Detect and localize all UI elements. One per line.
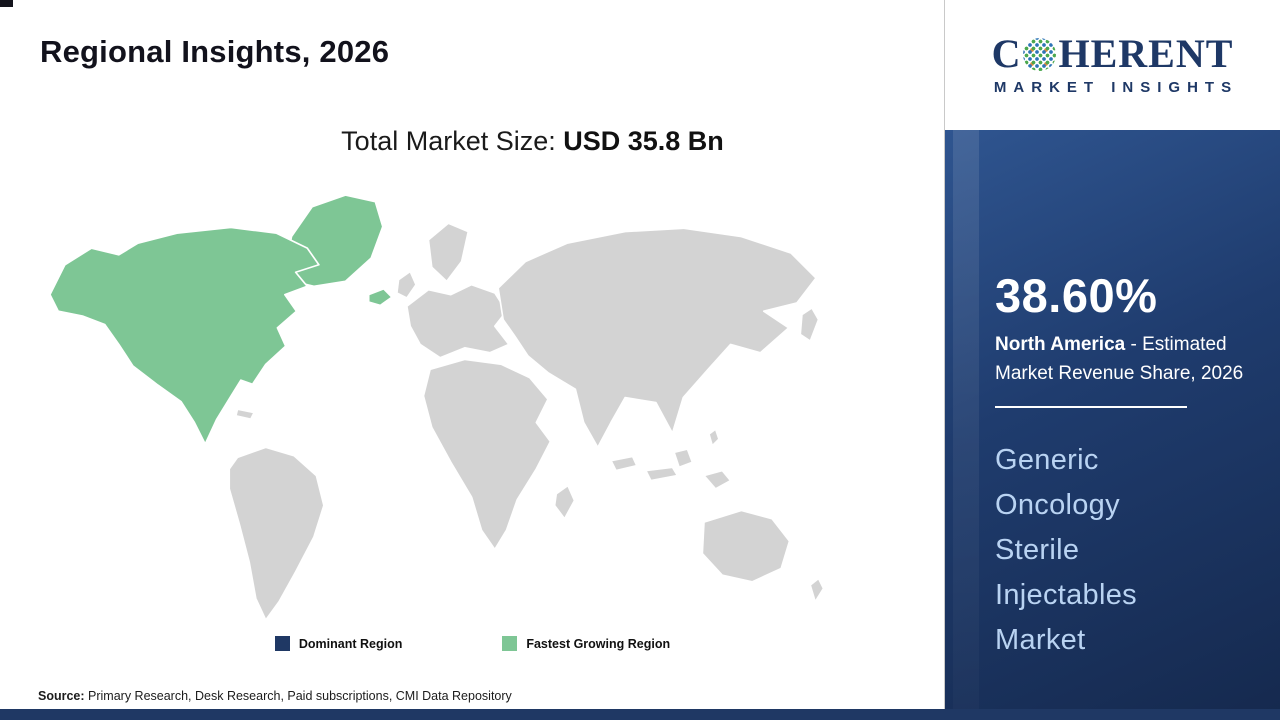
market-name: Generic Oncology Sterile Injectables Mar… — [995, 438, 1255, 663]
dominant-region-label: Dominant Region — [298, 636, 403, 651]
share-desc-text: - Estimated Market Revenue Share, 2026 — [995, 334, 1244, 384]
share-region: North America — [995, 334, 1126, 355]
fastest-growing-region-label: Fastest Growing Region — [526, 636, 671, 651]
market-name-word: Oncology — [995, 488, 1120, 521]
footer-bar — [0, 709, 1280, 720]
cmi-logo: C HERENT MARKET INSIGHTS — [945, 0, 1280, 130]
region-north-america — [49, 194, 393, 445]
highlight-panel: 38.60% North America - Estimated Market … — [945, 130, 1280, 720]
logo-letters-herent: HERENT — [1058, 31, 1234, 76]
logo-wordmark: C HERENT — [992, 34, 1234, 74]
market-size-value: USD 35.8 Bn — [563, 126, 724, 156]
source-line: Source: Primary Research, Desk Research,… — [38, 689, 512, 703]
logo-tagline: MARKET INSIGHTS — [993, 79, 1239, 96]
world-map — [40, 185, 870, 640]
market-name-word: Generic — [995, 444, 1099, 476]
region-rest-of-world — [228, 222, 825, 621]
dominant-region-swatch — [274, 636, 290, 651]
fastest-growing-region-swatch — [502, 636, 518, 651]
globe-dots-icon — [1023, 37, 1057, 71]
map-legend: Dominant Region Fastest Growing Region — [0, 636, 945, 651]
source-label: Source: — [38, 689, 85, 703]
legend-item-fastest: Fastest Growing Region — [502, 636, 670, 651]
right-sidebar: C HERENT MARKET INSIGHTS 38.60% North Ame… — [944, 0, 1280, 720]
main-content: Regional Insights, 2026 Total Market Siz… — [0, 34, 945, 703]
legend-item-dominant: Dominant Region — [274, 636, 403, 651]
market-name-word: Market — [995, 623, 1086, 656]
source-text: Primary Research, Desk Research, Paid su… — [84, 689, 512, 703]
world-map-svg — [49, 194, 825, 621]
logo-letter-c: C — [991, 31, 1022, 76]
panel-divider — [995, 406, 1187, 408]
market-size-label: Total Market Size: — [341, 126, 564, 156]
market-name-word: Injectables — [995, 578, 1137, 611]
share-description: North America - Estimated Market Revenue… — [995, 331, 1255, 388]
corner-mark — [0, 0, 13, 7]
market-name-word: Sterile — [995, 533, 1080, 566]
share-value: 38.60% — [995, 269, 1158, 322]
total-market-size: Total Market Size: USD 35.8 Bn — [120, 126, 945, 157]
page-title: Regional Insights, 2026 — [40, 34, 390, 69]
